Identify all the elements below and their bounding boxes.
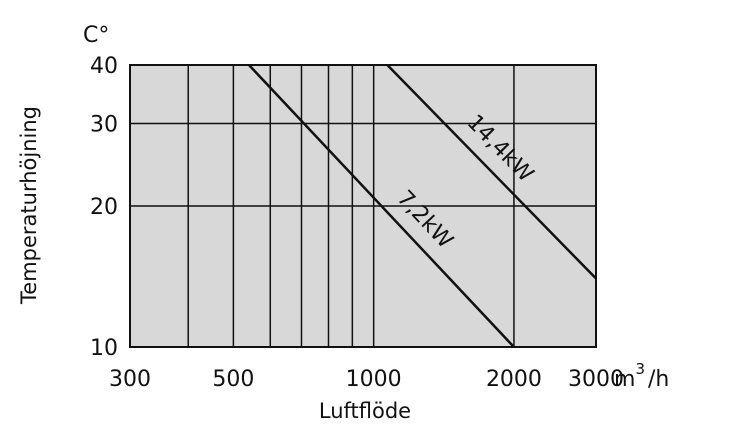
x-unit-tail: /h	[648, 367, 669, 392]
y-axis-title: Temperaturhöjning	[17, 106, 41, 305]
y-unit-label: C°	[83, 23, 109, 48]
x-unit-label: m3/h	[614, 360, 669, 392]
x-tick-label: 3000	[568, 367, 624, 392]
x-unit-base: m	[614, 367, 635, 392]
x-tick-label: 300	[109, 367, 151, 392]
x-tick-label: 1000	[346, 367, 402, 392]
tick-layer: 300 500 1000 2000 3000 10 20 30 40	[90, 54, 624, 392]
plot-frame	[129, 64, 597, 348]
series-line	[386, 64, 597, 280]
x-tick-label: 2000	[486, 367, 542, 392]
x-unit-superscript: 3	[635, 360, 645, 378]
y-tick-label: 40	[90, 54, 118, 79]
gridlines	[130, 65, 596, 347]
y-tick-label: 30	[90, 113, 118, 138]
y-tick-label: 20	[90, 195, 118, 220]
series-line	[248, 64, 515, 348]
x-axis-title: Luftflöde	[319, 399, 411, 423]
x-tick-label: 500	[212, 367, 254, 392]
y-tick-label: 10	[90, 336, 118, 361]
